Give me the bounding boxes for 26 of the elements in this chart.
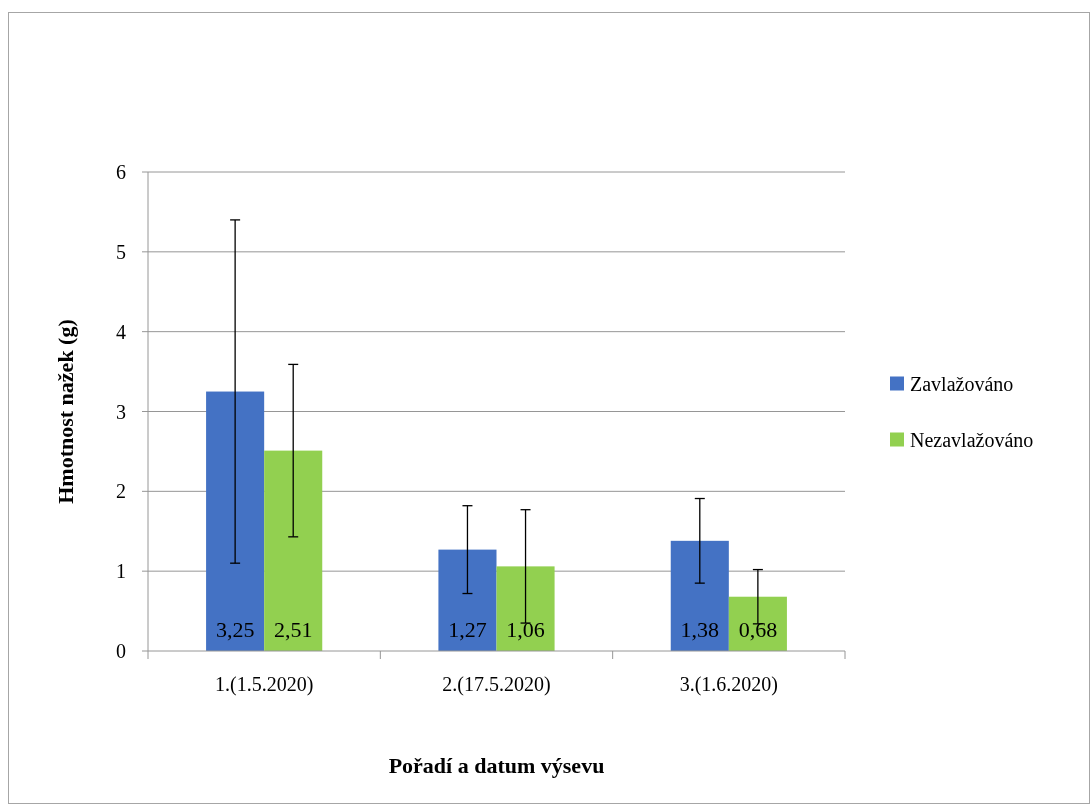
bar [670,540,729,651]
y-tick-label: 1 [116,560,126,583]
data-label: 2,51 [273,617,313,642]
y-tick-label: 0 [116,640,126,662]
y-tick-label: 3 [116,400,126,423]
x-tick-label: 2.(17.5.2020) [442,673,551,696]
data-label: 3,25 [215,617,255,642]
y-tick-label: 6 [116,161,126,183]
x-tick-label: 3.(1.6.2020) [679,673,778,696]
bar [206,391,265,651]
legend-label: Zavlažováno [910,372,1014,395]
data-label: 1,06 [506,617,545,642]
bar [438,549,497,651]
x-axis-title: Pořadí a datum výsevu [388,753,605,778]
x-tick-label: 1.(1.5.2020) [215,673,314,696]
bar [496,566,555,651]
y-tick-label: 4 [116,320,126,343]
bar [264,450,323,651]
bar [728,596,787,651]
data-label: 1,38 [680,617,720,642]
y-tick-label: 5 [116,240,126,263]
y-axis-title: Hmotnost nažek (g) [53,319,78,504]
legend-label: Nezavlažováno [910,428,1034,451]
data-label: 1,27 [448,617,487,642]
y-tick-label: 2 [116,480,126,503]
data-label: 0,68 [738,617,778,642]
